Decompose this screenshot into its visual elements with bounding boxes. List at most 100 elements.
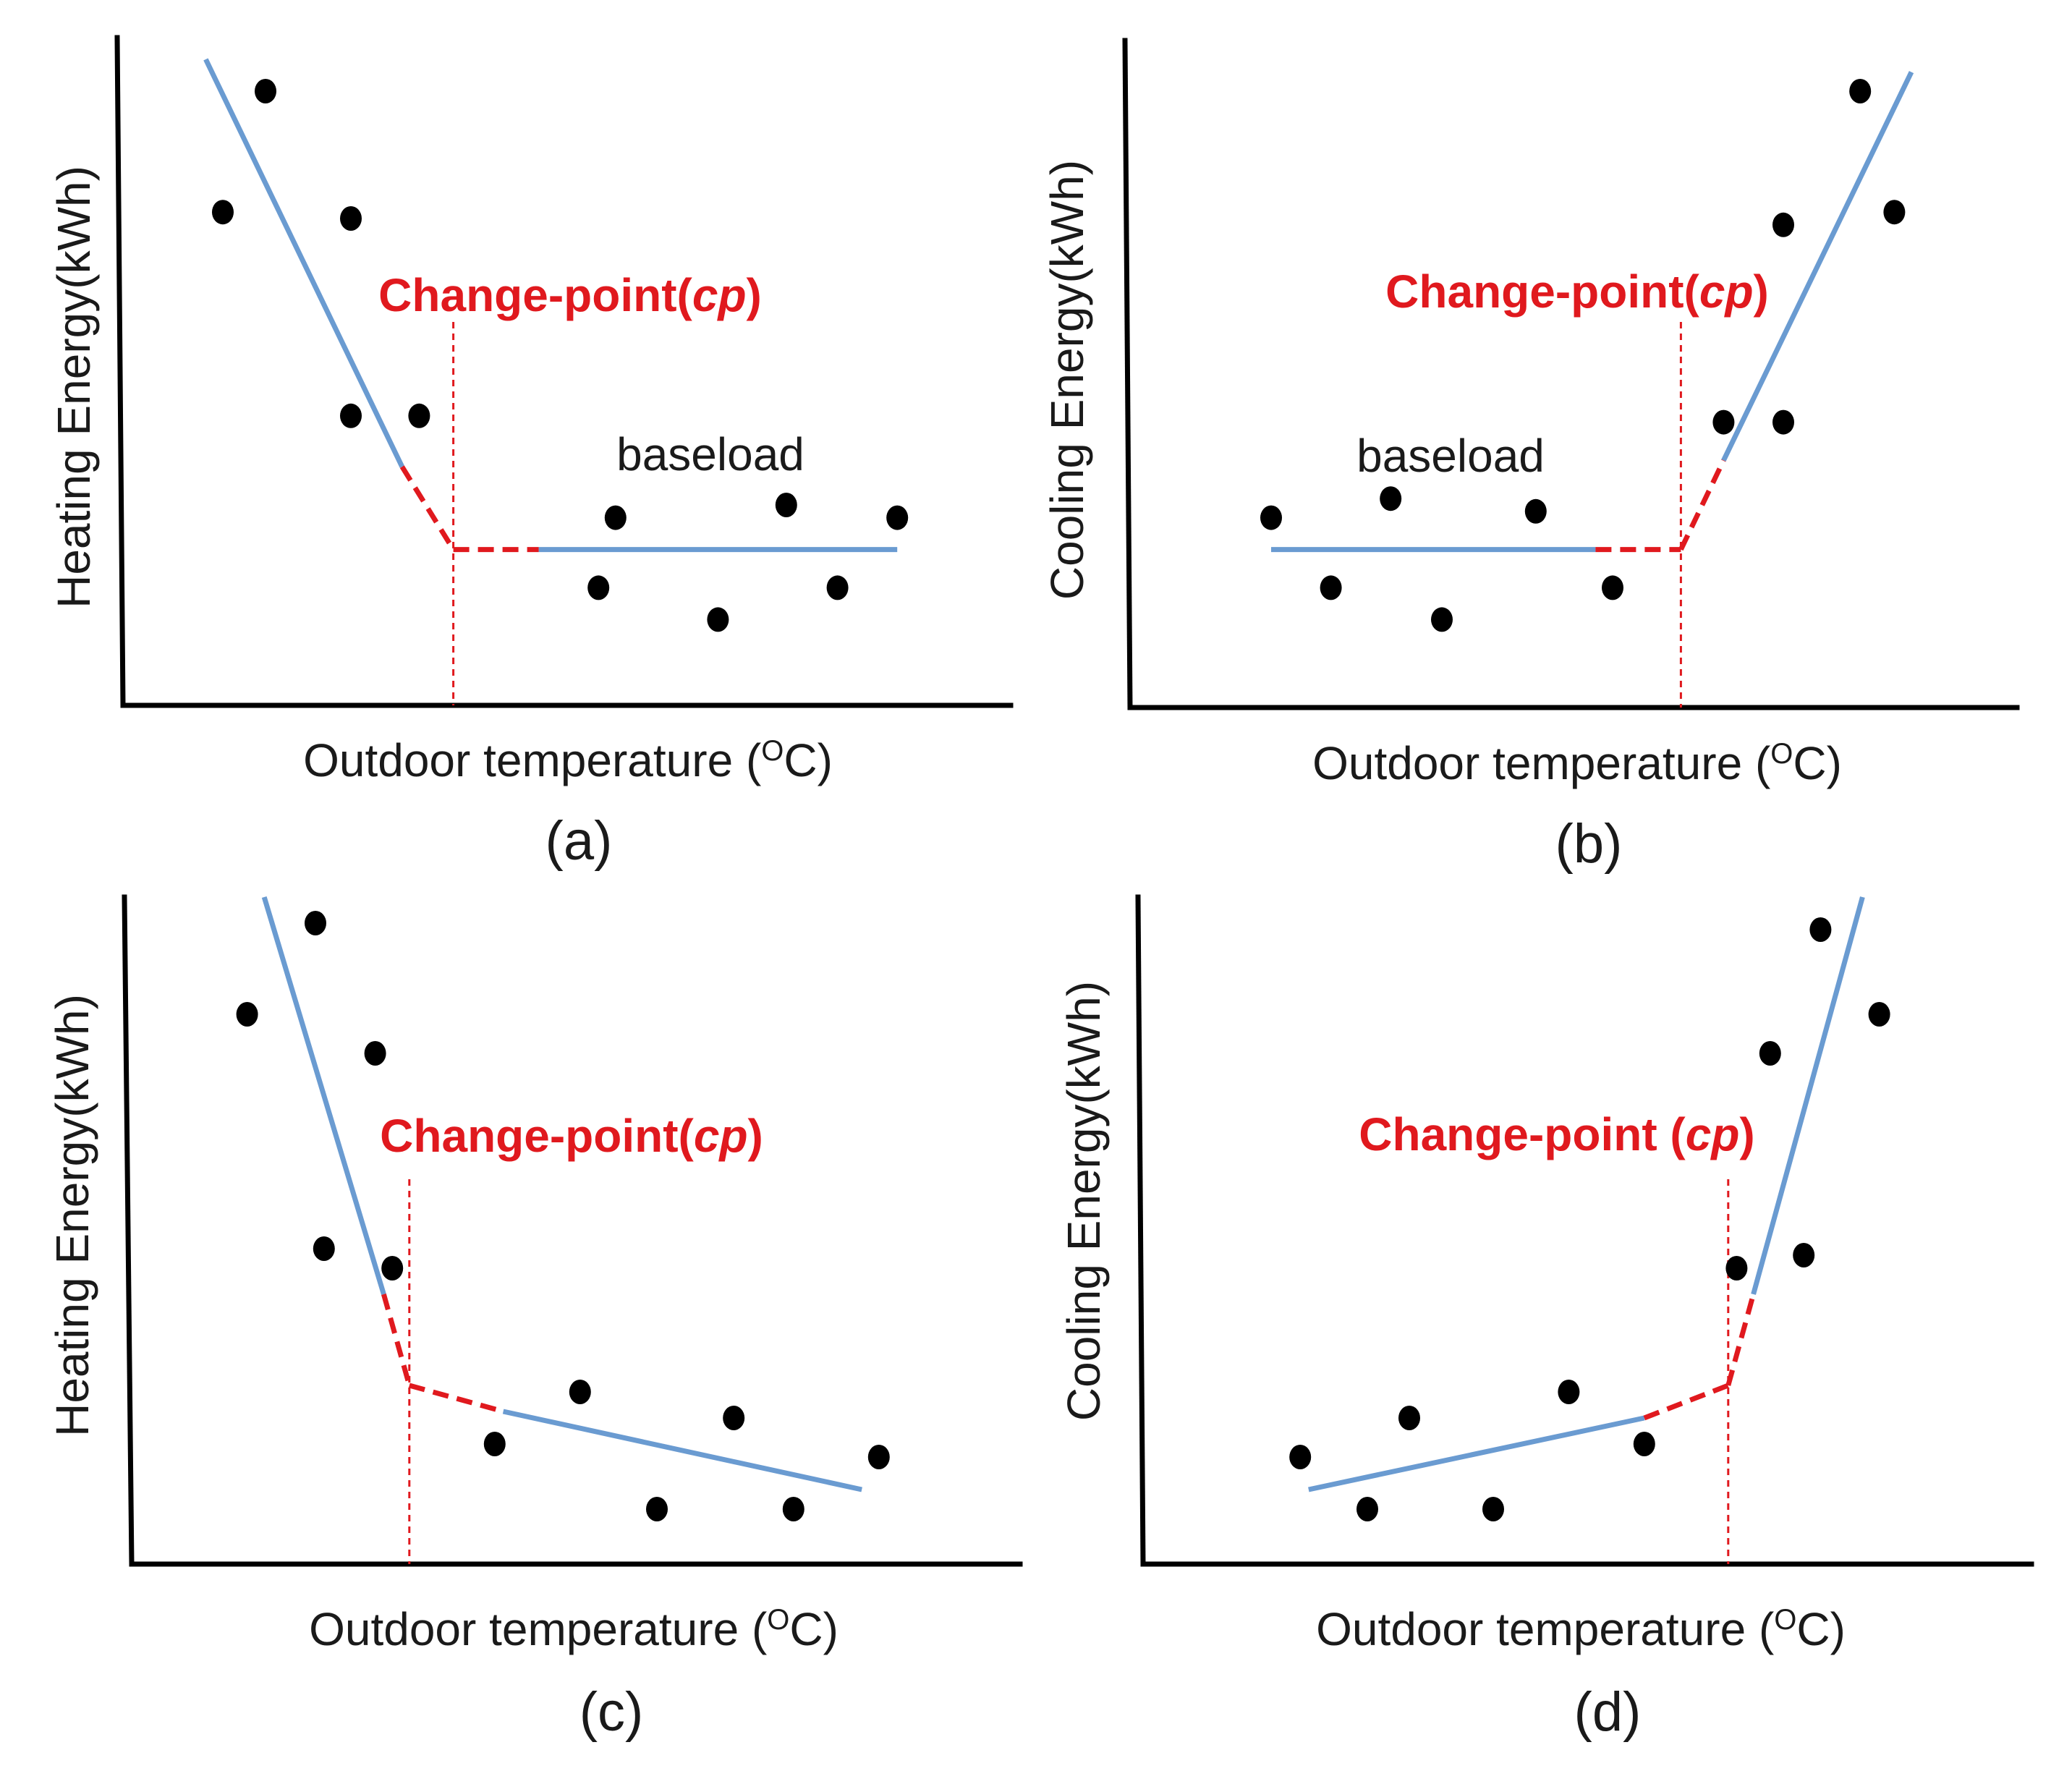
data-point xyxy=(408,403,430,428)
panel-a: Heating Energy(kWh) Outdoor temperature … xyxy=(48,35,1014,872)
annotation-text: Change-point( xyxy=(378,269,692,321)
data-point xyxy=(313,1236,335,1261)
data-point xyxy=(886,505,909,530)
data-point xyxy=(1356,1497,1378,1521)
y-axis-label: Heating Energy(kWh) xyxy=(48,166,100,608)
regression-line-1 xyxy=(1308,1415,1645,1492)
data-point xyxy=(604,505,627,530)
annotation-cp: cp xyxy=(694,1110,748,1162)
data-point xyxy=(1712,409,1735,435)
panel-caption: (a) xyxy=(545,810,613,872)
y-axis xyxy=(122,894,135,1567)
regression-line-1 xyxy=(261,896,386,1296)
data-point xyxy=(1289,1445,1312,1469)
y-axis-label: Cooling Energy(kWh) xyxy=(1041,160,1093,600)
data-point xyxy=(867,1445,890,1469)
panel-c: Heating Energy(kWh) Outdoor temperature … xyxy=(46,894,1023,1743)
data-point xyxy=(775,493,797,517)
data-point xyxy=(587,575,610,600)
change-point-annotation: Change-point (cp) xyxy=(1359,1108,1754,1160)
data-point xyxy=(1482,1497,1504,1521)
change-point-annotation: Change-point(cp) xyxy=(380,1110,763,1162)
plot-area xyxy=(203,58,909,705)
panel-caption: (c) xyxy=(579,1681,644,1743)
data-point xyxy=(646,1497,668,1521)
change-point-segment-2 xyxy=(408,1383,504,1414)
x-axis-label-unit: O xyxy=(1770,738,1793,770)
panel-d: Cooling Energy(kWh) Outdoor temperature … xyxy=(1058,894,2034,1743)
annotation-end: ) xyxy=(1739,1108,1754,1160)
y-axis-label: Cooling Energy(kWh) xyxy=(1058,981,1110,1421)
x-axis-label-unit: O xyxy=(1774,1604,1796,1636)
data-point xyxy=(1558,1380,1580,1404)
data-point xyxy=(1633,1432,1655,1456)
regression-line-2 xyxy=(1721,71,1914,462)
plot-area xyxy=(1289,896,1890,1564)
data-point xyxy=(1759,1041,1781,1066)
data-point xyxy=(723,1406,745,1430)
data-point xyxy=(305,911,326,935)
data-point xyxy=(1524,498,1547,524)
annotation-text: Change-point( xyxy=(1385,266,1699,318)
x-axis-label: Outdoor temperature (OC) xyxy=(1316,1603,1846,1655)
annotation-text: Change-point ( xyxy=(1359,1108,1686,1160)
data-point xyxy=(1398,1406,1420,1430)
x-axis-label-main: Outdoor temperature ( xyxy=(303,734,761,786)
change-point-segment-1 xyxy=(381,1294,412,1386)
x-axis-label: Outdoor temperature (OC) xyxy=(1312,737,1842,789)
data-point xyxy=(782,1497,804,1521)
y-axis-label: Heating Energy(kWh) xyxy=(46,994,98,1437)
x-axis-label-unit: O xyxy=(767,1604,789,1636)
data-point xyxy=(1883,200,1906,225)
baseload-label: baseload xyxy=(616,428,804,480)
data-point xyxy=(340,206,362,231)
annotation-cp: cp xyxy=(1699,266,1754,318)
data-point xyxy=(1868,1002,1890,1027)
data-point xyxy=(1772,409,1794,435)
regression-line-2 xyxy=(502,1409,862,1492)
x-axis-label-end: C) xyxy=(1796,1603,1846,1655)
annotation-end: ) xyxy=(1754,266,1769,318)
data-point xyxy=(1772,212,1794,237)
change-point-segment-2 xyxy=(1678,459,1726,551)
data-point xyxy=(364,1041,386,1066)
x-axis-label-end: C) xyxy=(1793,737,1842,789)
data-point xyxy=(212,200,234,225)
data-point xyxy=(483,1432,506,1456)
y-axis xyxy=(1122,38,1133,710)
data-point xyxy=(1380,486,1402,511)
change-point-annotation: Change-point(cp) xyxy=(378,269,762,321)
panel-b: Cooling Energy(kWh) Outdoor temperature … xyxy=(1041,38,2020,875)
x-axis-label: Outdoor temperature (OC) xyxy=(303,734,833,786)
regression-line-2 xyxy=(1751,896,1865,1295)
x-axis-label-end: C) xyxy=(789,1603,838,1655)
annotation-end: ) xyxy=(747,269,762,321)
data-point xyxy=(707,607,729,632)
data-point xyxy=(1320,575,1342,600)
data-point xyxy=(569,1380,591,1404)
x-axis-label-end: C) xyxy=(784,734,833,786)
data-point xyxy=(236,1002,258,1027)
regression-line-1 xyxy=(203,58,404,468)
data-point xyxy=(1260,505,1282,530)
data-point xyxy=(381,1256,404,1281)
x-axis-label: Outdoor temperature (OC) xyxy=(309,1603,838,1655)
change-point-segment-1 xyxy=(1643,1383,1730,1421)
baseload-label: baseload xyxy=(1356,430,1545,482)
annotation-cp: cp xyxy=(1686,1108,1740,1160)
y-axis xyxy=(114,35,126,708)
change-point-segment-1 xyxy=(399,465,456,551)
annotation-text: Change-point( xyxy=(380,1110,694,1162)
x-axis-label-main: Outdoor temperature ( xyxy=(1312,737,1770,789)
panel-caption: (d) xyxy=(1574,1681,1642,1743)
data-point xyxy=(340,403,362,428)
data-point xyxy=(826,575,849,600)
x-axis-label-unit: O xyxy=(761,735,784,767)
data-point xyxy=(1725,1256,1748,1281)
data-point xyxy=(1793,1243,1815,1267)
change-point-segment-2 xyxy=(1725,1294,1756,1386)
annotation-cp: cp xyxy=(692,269,747,321)
plot-area xyxy=(236,896,890,1564)
x-axis-label-main: Outdoor temperature ( xyxy=(309,1603,767,1655)
